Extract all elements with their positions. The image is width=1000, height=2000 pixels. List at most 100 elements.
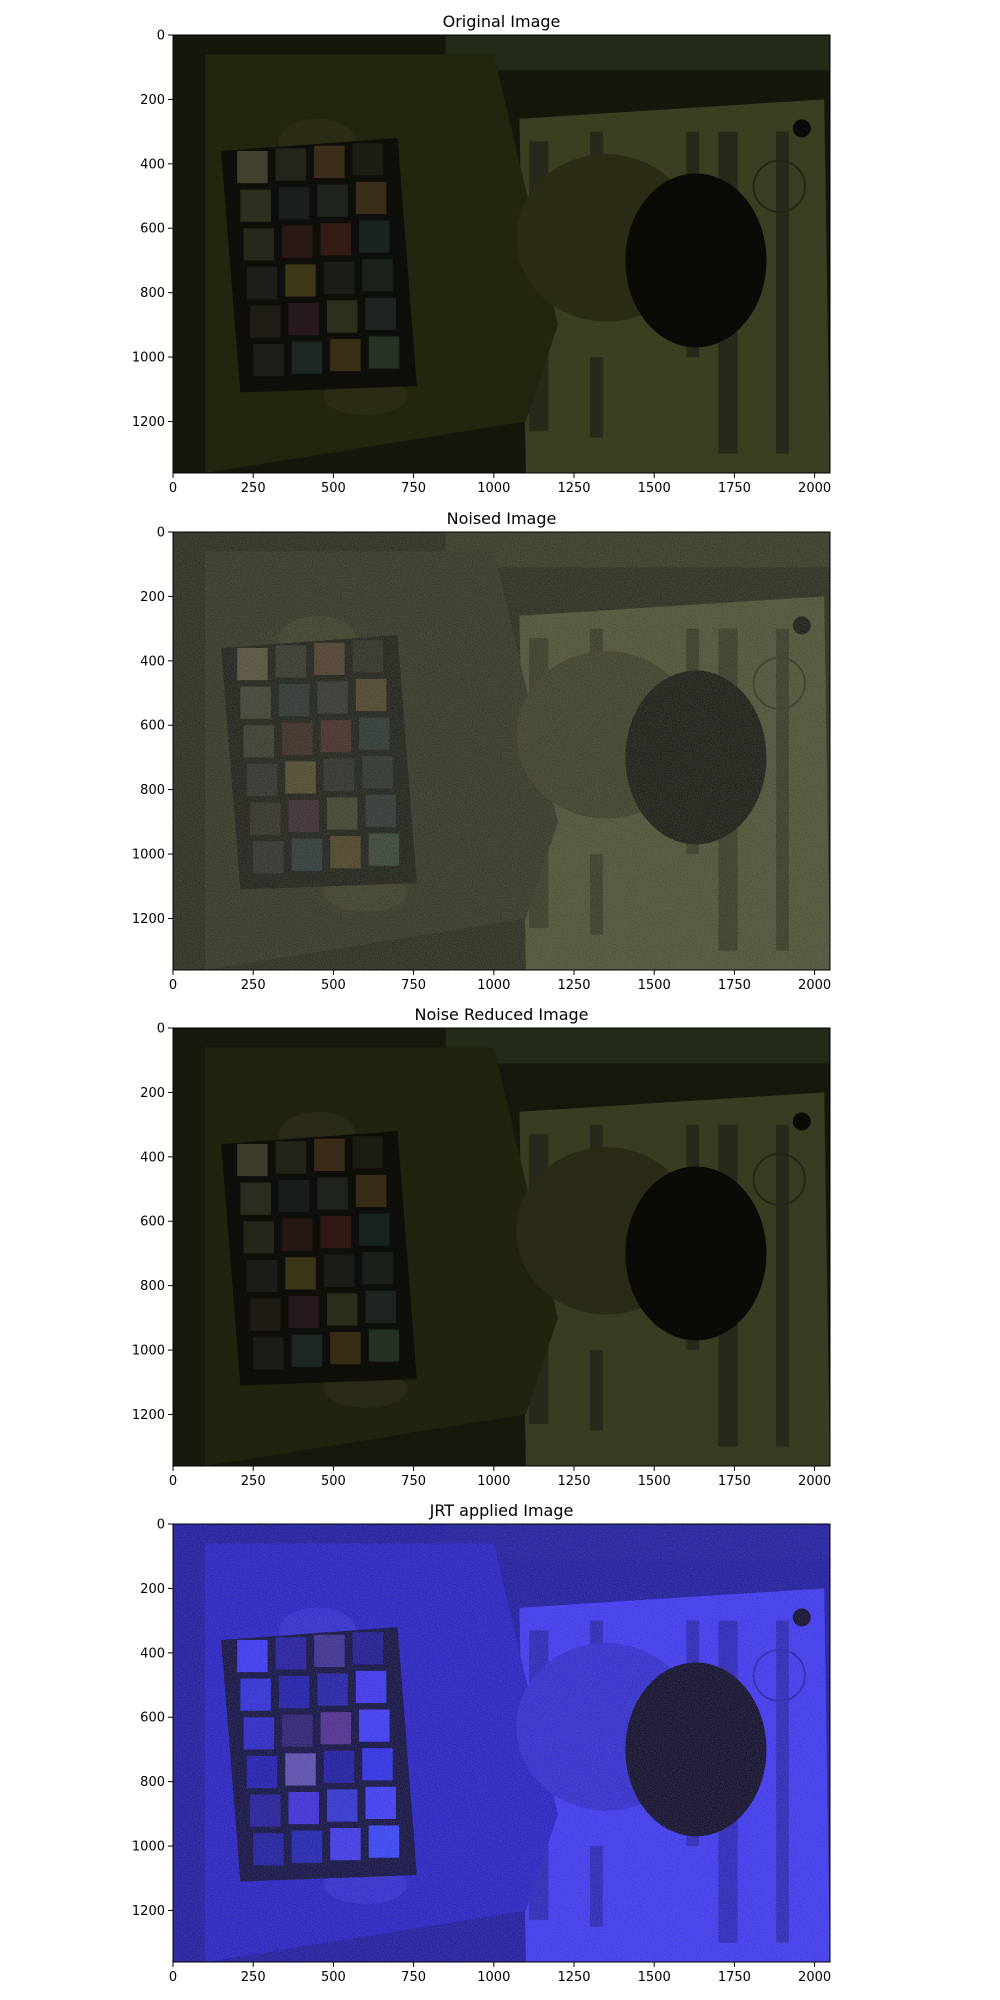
noise-overlay bbox=[173, 1524, 830, 1962]
axes-frame bbox=[172, 1523, 831, 1963]
y-tick-label: 600 bbox=[140, 719, 165, 734]
color-patch bbox=[253, 1337, 284, 1370]
y-tick-label: 0 bbox=[157, 29, 165, 44]
color-patch bbox=[237, 150, 268, 184]
color-patch bbox=[282, 225, 313, 258]
y-tick-label: 1200 bbox=[132, 1408, 165, 1423]
y-tick-label: 1200 bbox=[132, 415, 165, 430]
x-tick-label: 750 bbox=[401, 1474, 426, 1489]
color-patch bbox=[243, 1221, 275, 1254]
y-tick-label: 200 bbox=[140, 93, 165, 108]
poster-text bbox=[776, 1124, 789, 1447]
x-tick-label: 250 bbox=[241, 978, 266, 993]
color-patch bbox=[352, 1136, 384, 1169]
color-patch bbox=[291, 1334, 323, 1367]
color-patch bbox=[243, 228, 275, 261]
panel-title: Noise Reduced Image bbox=[415, 1005, 589, 1024]
color-patch bbox=[368, 1329, 400, 1362]
color-patch bbox=[253, 344, 284, 377]
color-patch bbox=[278, 187, 310, 220]
color-patch bbox=[317, 184, 348, 217]
axes-frame bbox=[172, 531, 831, 971]
x-tick-label: 500 bbox=[321, 481, 346, 496]
y-tick-label: 800 bbox=[140, 783, 165, 798]
x-tick-label: 1250 bbox=[557, 978, 590, 993]
color-patch bbox=[317, 1177, 348, 1210]
panel-title: Noised Image bbox=[447, 509, 557, 528]
x-tick-label: 1250 bbox=[557, 1474, 590, 1489]
x-tick-label: 2000 bbox=[798, 481, 831, 496]
x-tick-label: 2000 bbox=[798, 978, 831, 993]
color-patch bbox=[320, 1216, 352, 1249]
x-tick-label: 1500 bbox=[638, 481, 671, 496]
color-patch bbox=[314, 145, 345, 178]
color-patch bbox=[249, 1298, 281, 1331]
image-panel: JRT applied Image 0 250 500 750 1000 1250 1500 1… bbox=[132, 1501, 831, 1985]
color-patch bbox=[323, 1254, 355, 1287]
x-tick-label: 750 bbox=[401, 481, 426, 496]
color-patch bbox=[326, 1293, 358, 1326]
color-patch bbox=[323, 261, 355, 294]
y-tick-label: 600 bbox=[140, 1711, 165, 1726]
poster-text bbox=[776, 131, 789, 454]
color-patch bbox=[288, 302, 319, 336]
x-tick-label: 1000 bbox=[477, 978, 510, 993]
photo-image bbox=[173, 532, 830, 970]
y-tick-label: 400 bbox=[140, 1150, 165, 1165]
top-bar bbox=[445, 1028, 830, 1064]
color-patch bbox=[240, 189, 271, 222]
image-panel: Noise Reduced Image 0 250 500 750 1000 1250 150… bbox=[132, 1005, 831, 1489]
color-patch bbox=[330, 1332, 361, 1365]
y-tick-label: 200 bbox=[140, 1582, 165, 1597]
poster-text bbox=[590, 357, 603, 438]
axes-frame bbox=[172, 1027, 831, 1467]
x-tick-label: 1000 bbox=[477, 1474, 510, 1489]
y-tick-label: 1000 bbox=[132, 351, 165, 366]
y-tick-label: 0 bbox=[157, 526, 165, 541]
pushpin bbox=[792, 119, 811, 138]
x-tick-label: 2000 bbox=[798, 1474, 831, 1489]
y-tick-label: 800 bbox=[140, 1279, 165, 1294]
x-tick-label: 2000 bbox=[798, 1970, 831, 1985]
x-tick-label: 1500 bbox=[638, 1474, 671, 1489]
x-tick-label: 1000 bbox=[477, 481, 510, 496]
y-tick-label: 800 bbox=[140, 286, 165, 301]
y-tick-label: 0 bbox=[157, 1022, 165, 1037]
x-tick-label: 1750 bbox=[718, 481, 751, 496]
x-tick-label: 250 bbox=[241, 481, 266, 496]
y-tick-label: 0 bbox=[157, 1518, 165, 1533]
x-tick-label: 1500 bbox=[638, 978, 671, 993]
color-patch bbox=[362, 259, 393, 292]
color-patch bbox=[278, 1180, 310, 1213]
hair bbox=[625, 173, 767, 348]
color-patch bbox=[291, 341, 323, 374]
color-patch bbox=[275, 1141, 307, 1174]
color-patch bbox=[365, 297, 396, 331]
x-tick-label: 0 bbox=[169, 1970, 177, 1985]
y-tick-label: 1200 bbox=[132, 1904, 165, 1919]
x-tick-label: 1250 bbox=[557, 481, 590, 496]
y-tick-label: 200 bbox=[140, 1086, 165, 1101]
color-patch bbox=[355, 1174, 387, 1208]
hair bbox=[625, 1166, 767, 1341]
y-tick-label: 1000 bbox=[132, 848, 165, 863]
image-panel: Original Image 0 250 500 750 1000 1250 1500 1750… bbox=[132, 12, 831, 496]
color-patch bbox=[275, 148, 307, 181]
x-tick-label: 1500 bbox=[638, 1970, 671, 1985]
x-tick-label: 1750 bbox=[718, 1474, 751, 1489]
x-tick-label: 750 bbox=[401, 1970, 426, 1985]
x-tick-label: 500 bbox=[321, 1970, 346, 1985]
color-patch bbox=[237, 1143, 268, 1177]
pushpin bbox=[792, 1112, 811, 1131]
color-patch bbox=[326, 300, 358, 333]
color-patch bbox=[285, 264, 316, 297]
y-tick-label: 400 bbox=[140, 654, 165, 669]
color-patch bbox=[282, 1218, 313, 1251]
x-tick-label: 0 bbox=[169, 1474, 177, 1489]
color-patch bbox=[362, 1252, 393, 1285]
y-tick-label: 1200 bbox=[132, 912, 165, 927]
y-tick-label: 600 bbox=[140, 1215, 165, 1230]
color-patch bbox=[285, 1257, 316, 1290]
y-tick-label: 1000 bbox=[132, 1344, 165, 1359]
axes-frame bbox=[172, 34, 831, 474]
